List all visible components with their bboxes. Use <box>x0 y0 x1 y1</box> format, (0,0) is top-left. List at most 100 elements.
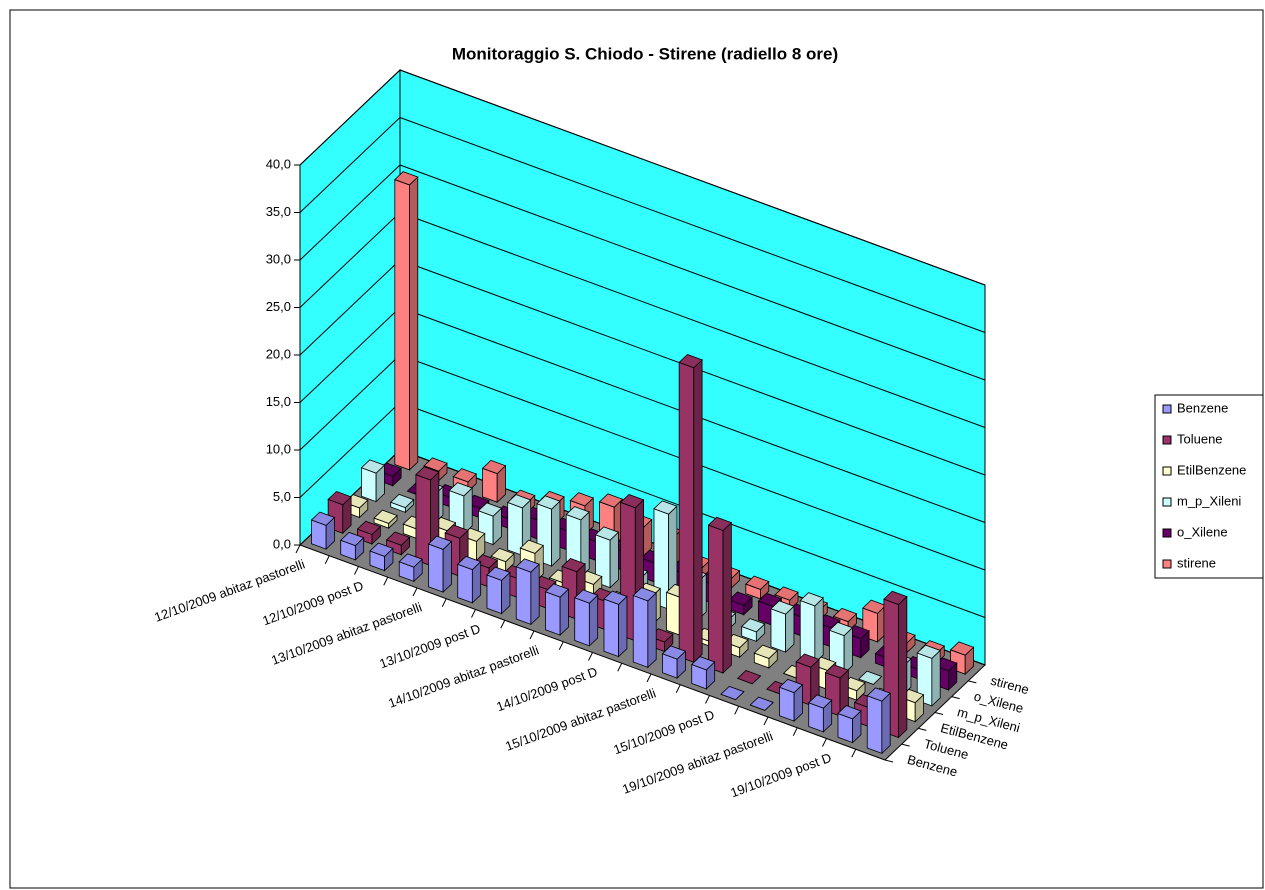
bar-top <box>832 607 858 623</box>
grid-line <box>299 164 986 381</box>
bar-top <box>415 466 440 481</box>
y-tick-label: 20,0 <box>266 346 291 361</box>
bar <box>360 459 386 503</box>
bar-top <box>506 494 532 509</box>
bar <box>310 511 336 551</box>
chart-title: Monitoraggio S. Chiodo - Stirene (radiel… <box>452 44 838 63</box>
bar <box>398 553 423 583</box>
bar <box>720 685 745 701</box>
x-tick <box>617 663 623 672</box>
bar-top <box>565 506 590 521</box>
bar-side <box>693 358 703 664</box>
bar-top <box>778 678 804 694</box>
legend-swatch <box>1162 466 1172 476</box>
legend-label: stirene <box>1177 555 1216 570</box>
bar <box>753 644 779 669</box>
bar-front <box>603 598 620 658</box>
bar-front <box>799 599 816 664</box>
bar-top <box>427 535 453 550</box>
bar <box>661 645 687 680</box>
bar <box>603 590 628 658</box>
x-tick <box>763 716 769 726</box>
bar-top <box>690 656 716 671</box>
bar-front <box>632 594 649 668</box>
bar-top <box>828 621 854 637</box>
bar <box>736 670 762 685</box>
bar <box>653 500 678 611</box>
bar-top <box>598 493 624 508</box>
bar-top <box>603 590 628 605</box>
bar <box>373 509 398 530</box>
x-tick <box>646 673 652 683</box>
bar-top <box>536 495 561 510</box>
bar-top <box>327 491 352 506</box>
bar-front <box>678 361 695 663</box>
legend-swatch <box>1162 435 1172 445</box>
bar <box>339 531 365 561</box>
bar-front <box>428 543 444 593</box>
bar-top <box>949 641 975 656</box>
bar <box>481 459 507 504</box>
bar-side <box>442 540 452 594</box>
z-tick <box>901 743 910 747</box>
bar-front <box>545 591 561 636</box>
bar-top <box>544 583 570 598</box>
bar-top <box>481 459 507 475</box>
bar-top <box>490 547 515 563</box>
bar-top <box>866 687 891 702</box>
x-tick <box>792 727 798 736</box>
bar-top <box>619 494 645 509</box>
bar-top <box>774 586 799 601</box>
bar <box>740 618 766 643</box>
bar <box>690 656 716 690</box>
bar-front <box>779 686 795 722</box>
bar-front <box>361 467 377 503</box>
bar-side <box>618 595 628 658</box>
y-tick-label: 5,0 <box>273 489 291 504</box>
bar-top <box>423 457 448 472</box>
bar-top <box>310 511 336 526</box>
bar-top <box>736 670 762 685</box>
bar <box>515 558 540 626</box>
bar <box>427 535 453 594</box>
bar <box>394 171 419 471</box>
bar-top <box>569 492 595 507</box>
bar-side <box>931 649 941 707</box>
y-tick-label: 35,0 <box>266 204 291 219</box>
bar-top <box>707 516 733 531</box>
y-tick-label: 25,0 <box>266 299 291 314</box>
bar-side <box>551 500 561 568</box>
bar <box>369 542 394 572</box>
bar-front <box>507 501 523 556</box>
grid-line <box>299 69 986 286</box>
bar-top <box>653 500 678 515</box>
bar-top <box>444 524 469 539</box>
bar-front <box>574 597 590 647</box>
bar-front <box>486 574 503 615</box>
bar-top <box>515 558 540 573</box>
bar-top <box>486 566 511 581</box>
bar-top <box>452 468 478 483</box>
grid-line <box>299 116 986 333</box>
bar <box>456 555 482 604</box>
bar-side <box>588 594 599 647</box>
bar <box>506 494 532 557</box>
bar-side <box>814 597 824 664</box>
bar-side <box>530 563 540 626</box>
y-tick-label: 10,0 <box>266 441 291 456</box>
bar-top <box>883 590 908 605</box>
bar <box>678 354 703 664</box>
bar <box>385 531 411 556</box>
bar-front <box>457 563 473 604</box>
z-tick <box>934 712 944 715</box>
bar-side <box>722 521 732 674</box>
bar <box>949 641 975 676</box>
x-tick <box>354 566 359 575</box>
bar <box>857 670 883 685</box>
bar-front <box>707 524 724 674</box>
bar-top <box>360 459 386 474</box>
bar <box>883 590 908 739</box>
bar-front <box>866 695 883 754</box>
bar-side <box>898 595 908 739</box>
bar-top <box>753 644 779 659</box>
